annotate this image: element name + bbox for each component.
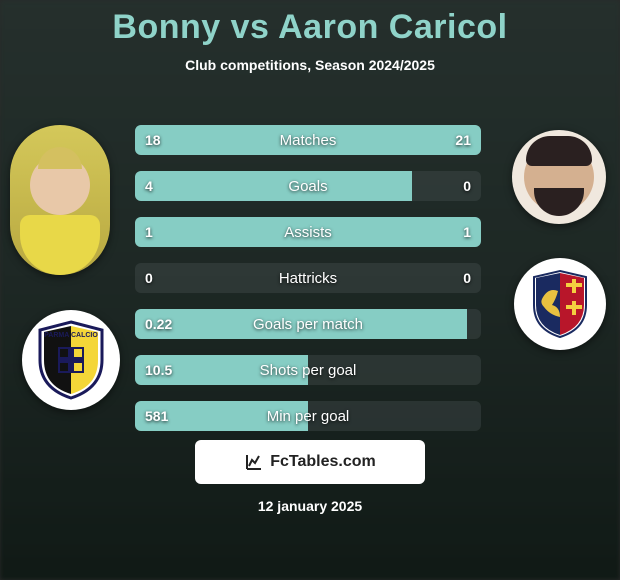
stat-value-right: 21: [455, 125, 471, 155]
stat-value-left: 0.22: [145, 309, 172, 339]
stat-bar: Goals per match0.22: [135, 309, 481, 339]
page-title: Bonny vs Aaron Caricol: [0, 8, 620, 47]
brand-badge[interactable]: FcTables.com: [195, 440, 425, 484]
stat-value-left: 0: [145, 263, 153, 293]
stat-value-left: 581: [145, 401, 168, 431]
stat-bar: Hattricks0 0: [135, 263, 481, 293]
stat-bar: Shots per goal10.5: [135, 355, 481, 385]
parma-shield-icon: PARMA CALCIO: [36, 320, 106, 400]
stat-label: Hattricks: [135, 263, 481, 293]
stat-value-left: 1: [145, 217, 153, 247]
stat-value-right: 1: [463, 217, 471, 247]
stat-value-right: 0: [463, 171, 471, 201]
stat-bar: Assists1 1: [135, 217, 481, 247]
stat-label: Min per goal: [135, 401, 481, 431]
player1-avatar: [10, 125, 110, 275]
stat-bar: Min per goal581: [135, 401, 481, 431]
svg-text:PARMA CALCIO: PARMA CALCIO: [44, 332, 98, 339]
stat-label: Goals per match: [135, 309, 481, 339]
brand-text: FcTables.com: [270, 453, 376, 471]
stat-value-right: 0: [463, 263, 471, 293]
stat-value-left: 4: [145, 171, 153, 201]
date-text: 12 january 2025: [0, 498, 620, 514]
stat-label: Shots per goal: [135, 355, 481, 385]
subtitle: Club competitions, Season 2024/2025: [0, 57, 620, 73]
stats-list: Matches1821Goals40Assists11Hattricks00Go…: [135, 125, 481, 447]
chart-icon: [244, 452, 264, 472]
content: Bonny vs Aaron Caricol Club competitions…: [0, 0, 620, 580]
club2-logo: [514, 258, 606, 350]
stat-bar: Goals4 0: [135, 171, 481, 201]
stat-label: Goals: [135, 171, 481, 201]
stat-label: Matches: [135, 125, 481, 155]
stat-bar: Matches18 21: [135, 125, 481, 155]
genoa-shield-icon: [530, 269, 590, 339]
club1-logo: PARMA CALCIO: [22, 310, 120, 410]
stat-label: Assists: [135, 217, 481, 247]
stat-value-left: 18: [145, 125, 161, 155]
stat-value-left: 10.5: [145, 355, 172, 385]
player2-avatar: [512, 130, 606, 224]
